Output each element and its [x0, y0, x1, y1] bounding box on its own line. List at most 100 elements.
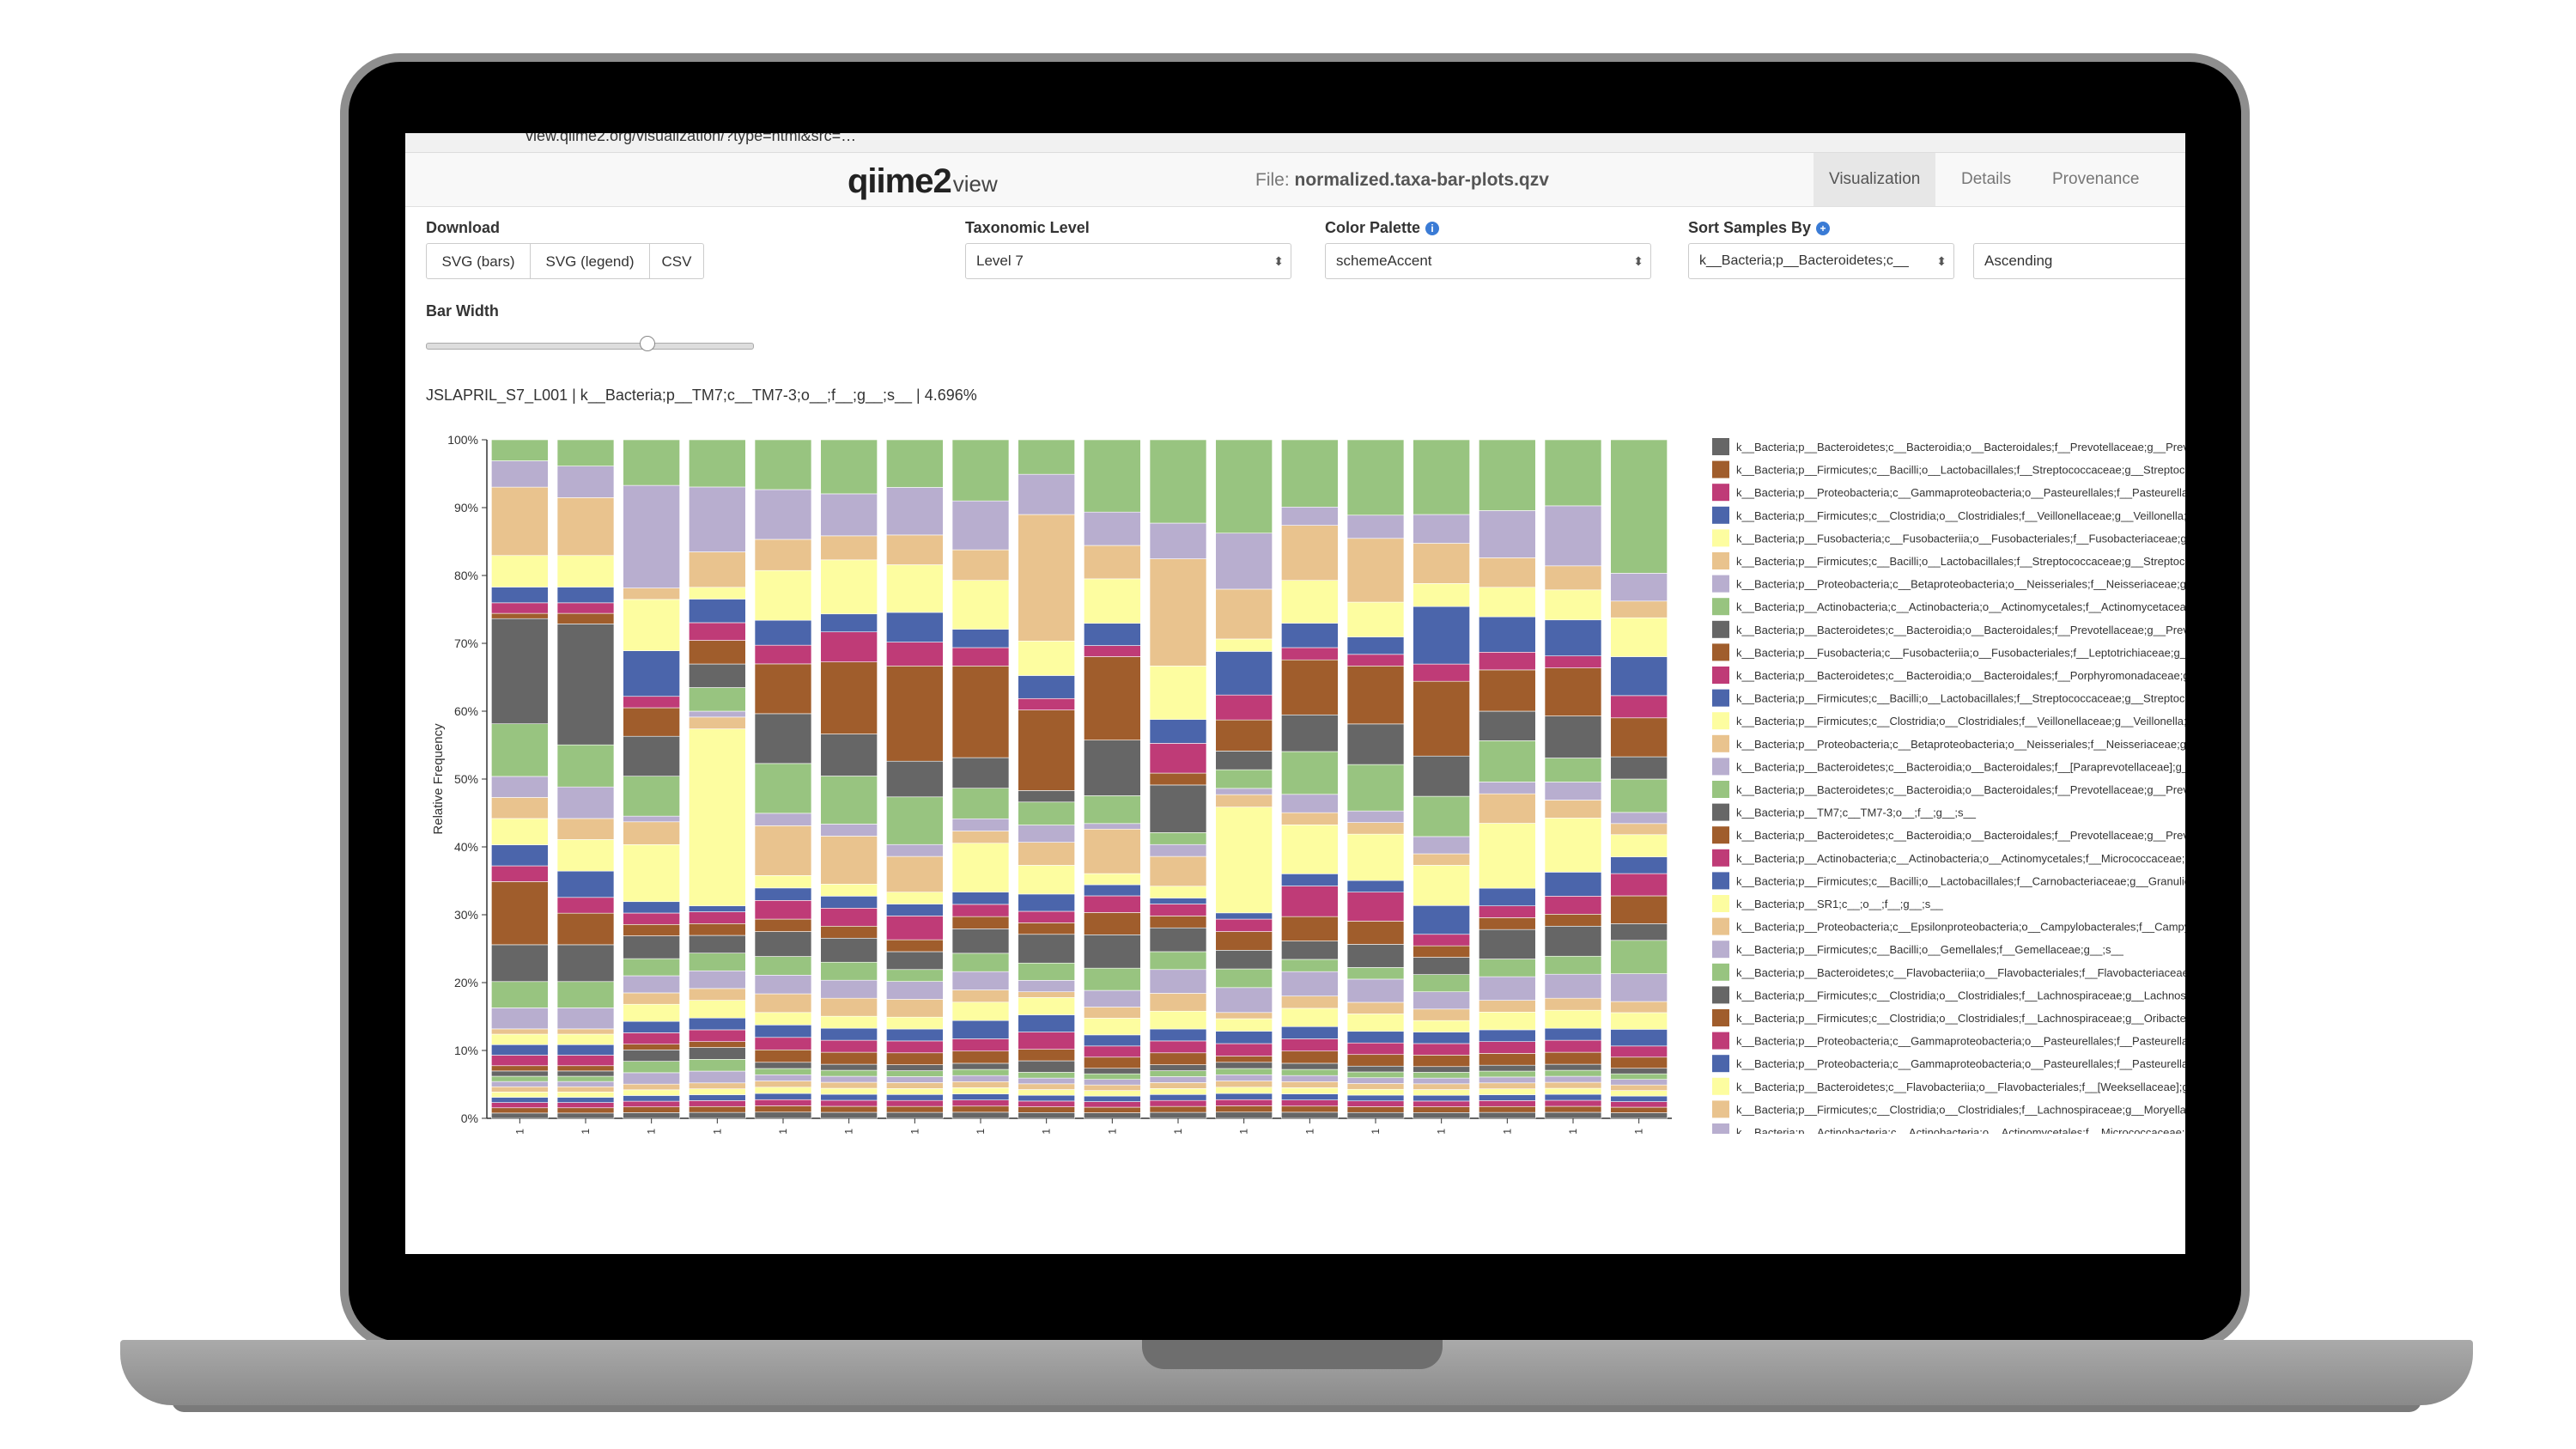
- bar-segment[interactable]: [689, 1094, 746, 1101]
- legend-label[interactable]: k__Bacteria;p__Firmicutes;c__Bacilli;o__…: [1736, 555, 2185, 568]
- bar-segment[interactable]: [951, 647, 1010, 667]
- bar-segment[interactable]: [1281, 623, 1339, 648]
- bar-segment[interactable]: [1346, 1106, 1405, 1113]
- bar-segment[interactable]: [1413, 957, 1470, 975]
- bar-segment[interactable]: [623, 776, 680, 817]
- bar-segment[interactable]: [623, 439, 680, 486]
- bar-segment[interactable]: [754, 619, 812, 646]
- bar-segment[interactable]: [1413, 1055, 1470, 1068]
- bar-segment[interactable]: [1479, 710, 1536, 741]
- bar-segment[interactable]: [951, 1087, 1010, 1094]
- legend-label[interactable]: k__Bacteria;p__TM7;c__TM7-3;o__;f__;g__;…: [1736, 807, 1977, 819]
- bar-segment[interactable]: [491, 1008, 549, 1030]
- bar-segment[interactable]: [1346, 833, 1405, 881]
- bar-segment[interactable]: [1479, 1088, 1536, 1095]
- legend-swatch[interactable]: [1712, 484, 1729, 502]
- bar-segment[interactable]: [1149, 898, 1207, 904]
- bar-segment[interactable]: [1479, 782, 1536, 795]
- bar-segment[interactable]: [820, 1069, 878, 1077]
- bar-segment[interactable]: [689, 905, 746, 912]
- bar-segment[interactable]: [556, 587, 615, 604]
- bar-segment[interactable]: [1346, 601, 1405, 637]
- bar-segment[interactable]: [1084, 828, 1141, 874]
- bar-segment[interactable]: [1479, 959, 1536, 977]
- bar-segment[interactable]: [820, 937, 878, 963]
- bar-segment[interactable]: [491, 1086, 549, 1093]
- bar-segment[interactable]: [1346, 514, 1405, 539]
- bar-segment[interactable]: [1084, 912, 1141, 935]
- bar-segment[interactable]: [1149, 1105, 1207, 1113]
- bar-segment[interactable]: [689, 988, 746, 1001]
- legend-swatch[interactable]: [1712, 1055, 1729, 1073]
- bar-segment[interactable]: [754, 918, 812, 932]
- bar-segment[interactable]: [754, 569, 812, 621]
- bar-segment[interactable]: [1281, 647, 1339, 661]
- legend-label[interactable]: k__Bacteria;p__Fusobacteria;c__Fusobacte…: [1736, 532, 2185, 545]
- bar-segment[interactable]: [556, 818, 615, 840]
- bar-segment[interactable]: [754, 663, 812, 715]
- bar-segment[interactable]: [1149, 927, 1207, 953]
- bar-segment[interactable]: [1215, 1043, 1273, 1056]
- bar-segment[interactable]: [556, 1028, 615, 1035]
- bar-segment[interactable]: [1018, 865, 1075, 895]
- bar-segment[interactable]: [1018, 1072, 1075, 1079]
- bar-segment[interactable]: [951, 843, 1010, 892]
- bar-segment[interactable]: [1215, 1111, 1273, 1119]
- bar-segment[interactable]: [623, 599, 680, 651]
- bar-segment[interactable]: [1018, 1032, 1075, 1050]
- bar-segment[interactable]: [1544, 800, 1602, 819]
- bar-segment[interactable]: [754, 713, 812, 764]
- bar-segment[interactable]: [1149, 855, 1207, 887]
- bar-segment[interactable]: [1149, 1111, 1207, 1119]
- bar-segment[interactable]: [1544, 715, 1602, 758]
- bar-segment[interactable]: [754, 956, 812, 976]
- bar-segment[interactable]: [689, 923, 746, 936]
- bar-segment[interactable]: [623, 1050, 680, 1062]
- bar-segment[interactable]: [886, 1105, 944, 1113]
- bar-segment[interactable]: [1479, 439, 1536, 511]
- bar-segment[interactable]: [623, 1095, 680, 1102]
- bar-segment[interactable]: [951, 916, 1010, 929]
- bar-segment[interactable]: [886, 904, 944, 916]
- bar-segment[interactable]: [1149, 1052, 1207, 1065]
- bar-segment[interactable]: [1479, 616, 1536, 653]
- bar-segment[interactable]: [1413, 514, 1470, 544]
- bar-segment[interactable]: [689, 687, 746, 712]
- bar-segment[interactable]: [1479, 1105, 1536, 1113]
- bar-segment[interactable]: [491, 460, 549, 488]
- legend-label[interactable]: k__Bacteria;p__Firmicutes;c__Clostridia;…: [1736, 509, 2185, 522]
- bar-segment[interactable]: [556, 1086, 615, 1093]
- bar-segment[interactable]: [951, 953, 1010, 972]
- legend-label[interactable]: k__Bacteria;p__Bacteroidetes;c__Bacteroi…: [1736, 829, 2185, 842]
- bar-segment[interactable]: [1084, 895, 1141, 913]
- bar-segment[interactable]: [754, 489, 812, 540]
- bar-segment[interactable]: [951, 500, 1010, 551]
- bar-segment[interactable]: [1215, 1068, 1273, 1075]
- bar-segment[interactable]: [491, 944, 549, 983]
- bar-segment[interactable]: [491, 612, 549, 619]
- bar-segment[interactable]: [886, 981, 944, 1000]
- bar-segment[interactable]: [951, 549, 1010, 581]
- bar-segment[interactable]: [689, 587, 746, 600]
- bar-segment[interactable]: [1610, 695, 1668, 719]
- bar-segment[interactable]: [1215, 1081, 1273, 1088]
- bar-segment[interactable]: [689, 1105, 746, 1113]
- bar-segment[interactable]: [1018, 991, 1075, 998]
- bar-segment[interactable]: [820, 1087, 878, 1095]
- bar-segment[interactable]: [951, 1075, 1010, 1082]
- bar-segment[interactable]: [1149, 558, 1207, 667]
- bar-segment[interactable]: [623, 588, 680, 600]
- bar-segment[interactable]: [1084, 884, 1141, 897]
- bar-segment[interactable]: [1413, 1043, 1470, 1056]
- bar-segment[interactable]: [1281, 1087, 1339, 1094]
- bar-segment[interactable]: [886, 1028, 944, 1042]
- bar-segment[interactable]: [951, 1002, 1010, 1021]
- legend-swatch[interactable]: [1712, 689, 1729, 707]
- bar-segment[interactable]: [689, 622, 746, 641]
- bar-segment[interactable]: [623, 1072, 680, 1085]
- bar-segment[interactable]: [1018, 1060, 1075, 1073]
- bar-segment[interactable]: [491, 1112, 549, 1119]
- bar-segment[interactable]: [1610, 812, 1668, 825]
- bar-segment[interactable]: [1479, 1053, 1536, 1066]
- bar-segment[interactable]: [689, 1041, 746, 1048]
